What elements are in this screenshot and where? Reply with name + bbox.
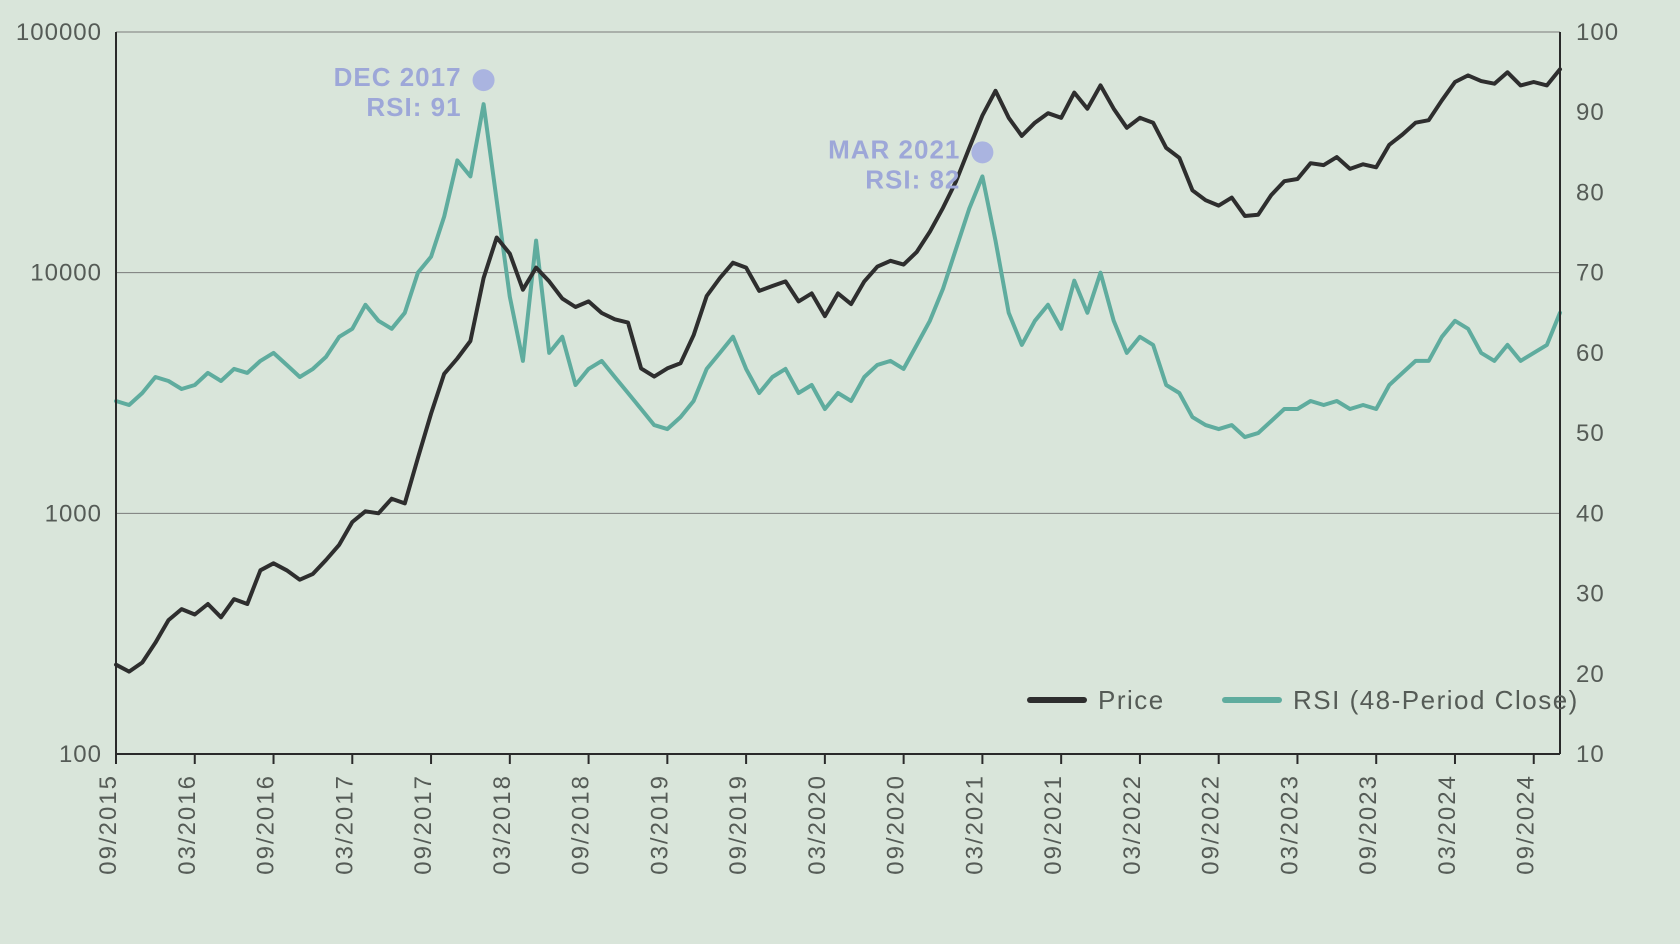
legend-label: RSI (48-Period Close): [1293, 685, 1579, 715]
x-tick-label: 03/2017: [331, 774, 358, 875]
x-tick-label: 03/2018: [489, 774, 516, 875]
x-tick-label: 03/2020: [804, 774, 831, 875]
x-tick-label: 09/2023: [1355, 774, 1382, 875]
x-tick-label: 09/2024: [1513, 774, 1540, 875]
x-tick-label: 03/2024: [1434, 774, 1461, 875]
y-right-tick-label: 10: [1576, 741, 1605, 768]
y-right-tick-label: 70: [1576, 260, 1605, 287]
x-tick-label: 03/2022: [1119, 774, 1146, 875]
y-right-tick-label: 50: [1576, 420, 1605, 447]
y-right-tick-label: 60: [1576, 340, 1605, 367]
y-right-tick-label: 30: [1576, 581, 1605, 608]
x-tick-label: 09/2016: [253, 774, 280, 875]
x-tick-label: 09/2019: [725, 774, 752, 875]
y-right-tick-label: 20: [1576, 661, 1605, 688]
x-tick-label: 09/2022: [1198, 774, 1225, 875]
x-tick-label: 03/2016: [174, 774, 201, 875]
legend-label: Price: [1098, 685, 1165, 715]
y-right-tick-label: 90: [1576, 99, 1605, 126]
y-left-tick-label: 10000: [30, 260, 102, 287]
annotation-label-mar2021-line1: MAR 2021: [828, 134, 960, 164]
x-tick-label: 09/2020: [883, 774, 910, 875]
x-tick-label: 09/2018: [568, 774, 595, 875]
y-left-tick-label: 1000: [45, 500, 102, 527]
x-tick-label: 09/2017: [410, 774, 437, 875]
y-right-tick-label: 80: [1576, 179, 1605, 206]
y-right-tick-label: 100: [1576, 19, 1619, 46]
annotation-dot-dec2017: [473, 69, 495, 91]
annotation-label-mar2021-line2: RSI: 82: [865, 164, 960, 194]
x-tick-label: 03/2023: [1276, 774, 1303, 875]
annotation-label-dec2017-line1: DEC 2017: [334, 62, 462, 92]
y-left-tick-label: 100: [59, 741, 102, 768]
annotation-dot-mar2021: [971, 141, 993, 163]
annotation-label-dec2017-line2: RSI: 91: [366, 92, 461, 122]
x-tick-label: 09/2015: [95, 774, 122, 875]
y-left-tick-label: 100000: [16, 19, 102, 46]
chart-svg: 100 1000 10000 100000 10 20 30 40 50 60 70 80 90 100 0…: [0, 0, 1680, 944]
price-rsi-chart: 100 1000 10000 100000 10 20 30 40 50 60 70 80 90 100 0…: [0, 0, 1680, 944]
x-tick-label: 03/2021: [961, 774, 988, 875]
y-right-tick-label: 40: [1576, 500, 1605, 527]
x-tick-label: 03/2019: [646, 774, 673, 875]
x-tick-label: 09/2021: [1040, 774, 1067, 875]
